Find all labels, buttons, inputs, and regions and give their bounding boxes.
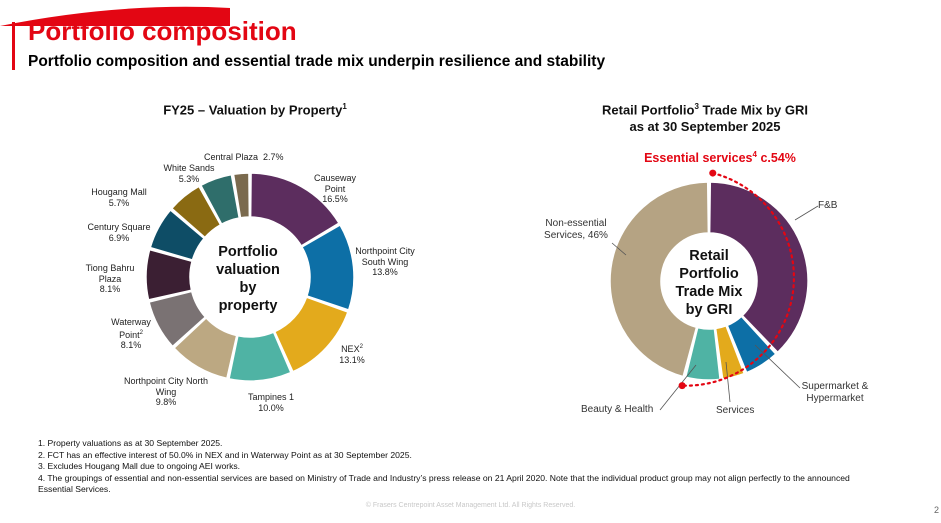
copyright: © Frasers Centrepoint Asset Management L… xyxy=(365,502,576,509)
label-beauty-health: Beauty & Health xyxy=(581,404,654,415)
essential-arc xyxy=(611,169,819,411)
trade-mix-slice-supermarket-hypermarket xyxy=(726,315,777,374)
valuation-slice-waterway-point xyxy=(148,290,207,348)
page-subtitle: Portfolio composition and essential trad… xyxy=(28,53,606,70)
title-accent-bar xyxy=(12,22,15,70)
label-causeway-point: Causeway Point 16.5% xyxy=(313,173,357,204)
trade-mix-center-label: Retail Portfolio Trade Mix by GRI xyxy=(675,248,743,318)
valuation-slice-hougang-mall xyxy=(170,185,222,239)
footnote: 4. The groupings of essential and non-es… xyxy=(38,472,850,495)
valuation-slice-tampines-1 xyxy=(228,331,292,382)
label-nex: NEX2 13.1% xyxy=(339,344,365,365)
footnote: 2. FCT has an effective interest of 50.0… xyxy=(38,449,412,460)
label-supermarket: Supermarket & Hypermarket xyxy=(801,381,869,404)
valuation-slice-century-square xyxy=(149,208,206,261)
valuation-slice-white-sands xyxy=(199,173,241,226)
valuation-center-label: Portfolio valuation by property xyxy=(216,244,280,314)
trade-mix-donut xyxy=(609,181,809,381)
page-number: 2 xyxy=(933,505,939,515)
essential-dotted-arc xyxy=(681,171,795,387)
trade-mix-chart-title: Retail Portfolio3 Trade Mix by GRI as at… xyxy=(602,102,808,135)
essential-services-label: Essential services4 c.54% xyxy=(644,150,796,166)
label-services: Services xyxy=(716,405,755,416)
label-century-square: Century Square 6.9% xyxy=(87,222,151,243)
footer-swoosh xyxy=(0,6,230,26)
label-hougang-mall: Hougang Mall 5.7% xyxy=(91,187,147,208)
essential-arc-endpoint xyxy=(678,382,686,390)
label-non-essential: Non-essential Services, 46% xyxy=(544,218,608,241)
footnote: 1. Property valuations as at 30 Septembe… xyxy=(38,438,223,448)
valuation-slice-central-plaza xyxy=(232,172,251,219)
valuation-slice-northpoint-city-south-wing xyxy=(300,223,355,311)
valuation-donut xyxy=(145,172,355,382)
leader-line xyxy=(659,364,697,411)
trade-mix-slice-non-essential-services-46 xyxy=(609,181,710,378)
label-white-sands: White Sands 5.3% xyxy=(163,163,215,184)
label-tampines-1: Tampines 1 10.0% xyxy=(247,392,295,413)
label-tiong-bahru: Tiong Bahru Plaza 8.1% xyxy=(85,263,135,294)
valuation-slice-nex xyxy=(273,296,349,373)
leader-line xyxy=(794,205,819,221)
label-waterway-point: Waterway Point2 8.1% xyxy=(111,317,151,350)
trade-mix-slice-f-b xyxy=(708,181,809,354)
label-central-plaza: Central Plaza 2.7% xyxy=(204,152,284,162)
trade-mix-slice-services xyxy=(714,324,746,380)
valuation-slice-causeway-point xyxy=(249,172,340,247)
valuation-chart-title: FY25 – Valuation by Property1 xyxy=(163,102,347,118)
valuation-slice-tiong-bahru-plaza xyxy=(145,248,194,301)
leader-line xyxy=(725,361,731,403)
leader-line xyxy=(754,344,801,389)
leader-line xyxy=(611,242,627,256)
valuation-slice-northpoint-city-north-wing xyxy=(172,316,238,380)
label-northpoint-north: Northpoint City North Wing 9.8% xyxy=(123,376,209,407)
footnote: 3. Excludes Hougang Mall due to ongoing … xyxy=(38,461,241,471)
footnotes: 1. Property valuations as at 30 Septembe… xyxy=(38,438,868,496)
label-northpoint-south: Northpoint City South Wing 13.8% xyxy=(355,246,415,277)
essential-arc-endpoint xyxy=(709,169,717,177)
label-fnb: F&B xyxy=(818,200,838,211)
